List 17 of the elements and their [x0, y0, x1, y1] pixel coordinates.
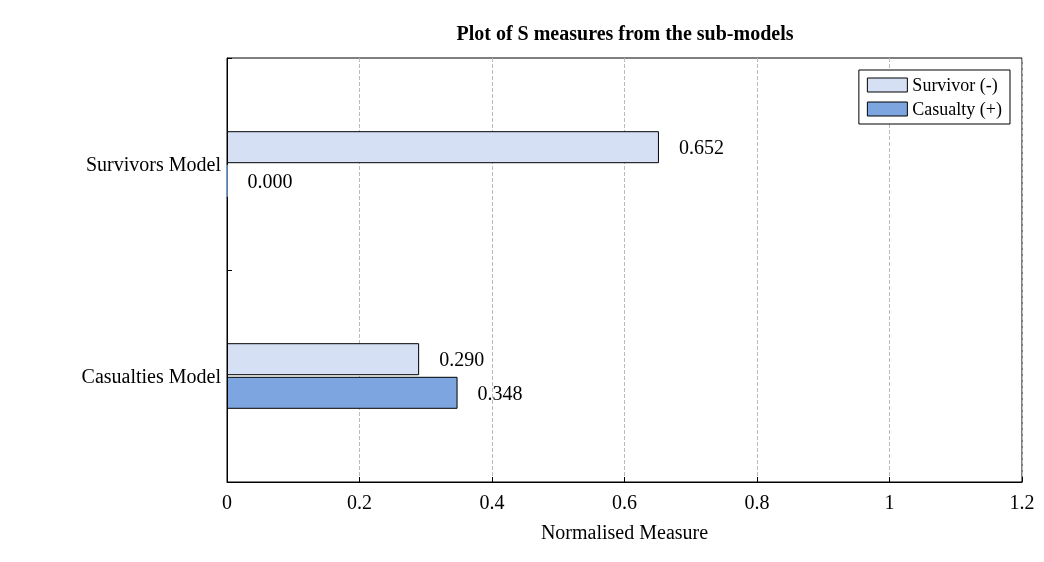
x-tick-label: 0.6 — [612, 491, 637, 513]
data-label: 0.348 — [477, 381, 523, 404]
data-label: 0.000 — [247, 169, 293, 192]
x-axis-title: Normalised Measure — [540, 521, 709, 543]
x-tick-label: 1 — [884, 491, 895, 513]
legend-label: Survivor (-) — [912, 75, 998, 96]
y-tick-label: Casualties Model — [81, 365, 222, 387]
data-label: 0.652 — [678, 136, 724, 159]
chart-title: Plot of S measures from the sub-models — [456, 22, 794, 44]
x-tick-label: 0.4 — [479, 491, 505, 513]
data-label: 0.290 — [439, 348, 485, 371]
x-tick-label: 1.2 — [1009, 491, 1035, 513]
y-tick-label: Survivors Model — [86, 153, 222, 175]
x-tick-label: 0.2 — [347, 491, 372, 513]
x-tick-label: 0.8 — [744, 491, 770, 513]
x-tick-label: 0 — [222, 491, 232, 513]
legend-label: Casualty (+) — [912, 99, 1003, 120]
